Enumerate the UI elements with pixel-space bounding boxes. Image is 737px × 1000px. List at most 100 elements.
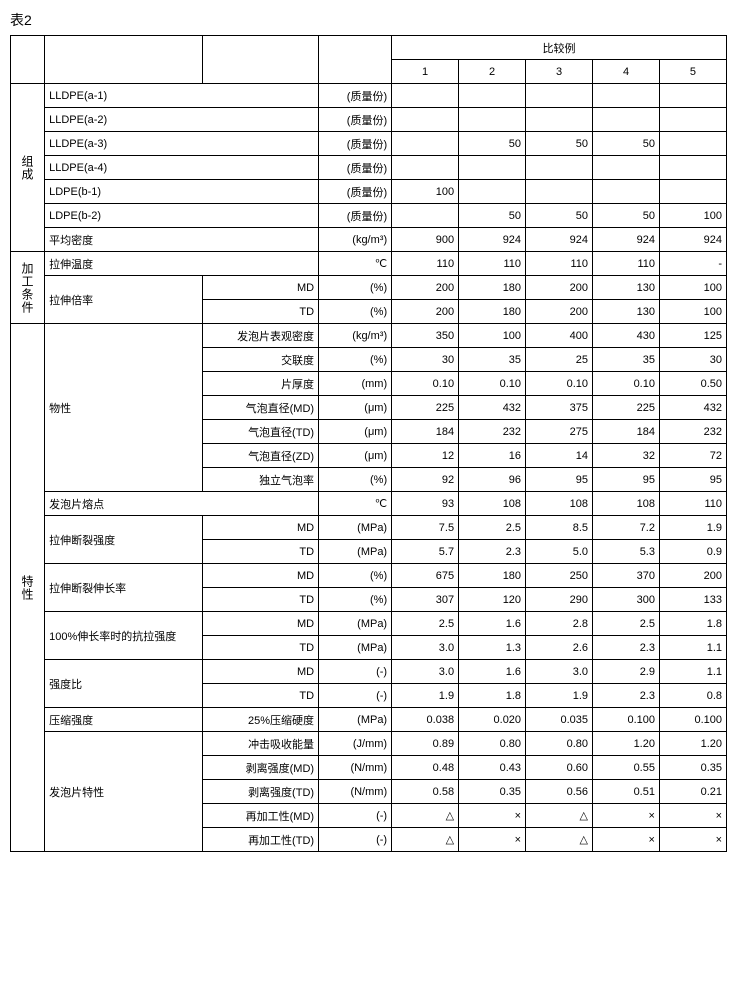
cell: 12 <box>392 444 459 468</box>
cell: × <box>659 804 726 828</box>
section-properties: 特性 <box>11 324 45 852</box>
cell: 0.100 <box>659 708 726 732</box>
cell: 110 <box>659 492 726 516</box>
cell: 1.9 <box>659 516 726 540</box>
row-sub: 片厚度 <box>203 372 319 396</box>
cell <box>593 156 660 180</box>
cell: 232 <box>659 420 726 444</box>
row-unit: (质量份) <box>319 156 392 180</box>
cell: 0.35 <box>659 756 726 780</box>
cell: 50 <box>593 132 660 156</box>
row-unit: (%) <box>319 300 392 324</box>
row-unit: (MPa) <box>319 636 392 660</box>
row-unit: (质量份) <box>319 84 392 108</box>
cell: 0.48 <box>392 756 459 780</box>
row-label: LLDPE(a-2) <box>45 108 319 132</box>
cell: △ <box>392 828 459 852</box>
cell: 200 <box>392 276 459 300</box>
cell: × <box>659 828 726 852</box>
cell: 25 <box>526 348 593 372</box>
row-unit: (-) <box>319 804 392 828</box>
cell <box>659 108 726 132</box>
cell: 0.35 <box>459 780 526 804</box>
row-sub: TD <box>203 636 319 660</box>
cell: 0.038 <box>392 708 459 732</box>
cell: 924 <box>459 228 526 252</box>
cell: 924 <box>593 228 660 252</box>
cell: 2.9 <box>593 660 660 684</box>
cell <box>526 84 593 108</box>
cell: 108 <box>593 492 660 516</box>
cell: 0.035 <box>526 708 593 732</box>
cell: 130 <box>593 276 660 300</box>
cell <box>659 84 726 108</box>
cell: 0.10 <box>392 372 459 396</box>
cell: 0.10 <box>593 372 660 396</box>
cell <box>459 108 526 132</box>
header-col: 5 <box>659 60 726 84</box>
section-composition: 组成 <box>11 84 45 252</box>
cell <box>659 132 726 156</box>
cell: 95 <box>526 468 593 492</box>
cell: 0.51 <box>593 780 660 804</box>
cell: 7.5 <box>392 516 459 540</box>
row-sub: TD <box>203 540 319 564</box>
cell <box>526 180 593 204</box>
data-table: 比较例12345组成LLDPE(a-1)(质量份)LLDPE(a-2)(质量份)… <box>10 35 727 852</box>
row-sub: 再加工性(MD) <box>203 804 319 828</box>
cell: 1.6 <box>459 660 526 684</box>
cell: 3.0 <box>526 660 593 684</box>
cell: 200 <box>392 300 459 324</box>
cell: 184 <box>392 420 459 444</box>
cell: 96 <box>459 468 526 492</box>
row-sub: 独立气泡率 <box>203 468 319 492</box>
cell: 0.9 <box>659 540 726 564</box>
row-label: 发泡片熔点 <box>45 492 319 516</box>
row-sub: TD <box>203 300 319 324</box>
row-label: LLDPE(a-1) <box>45 84 319 108</box>
row-unit: (μm) <box>319 396 392 420</box>
row-label: 发泡片特性 <box>45 732 203 852</box>
cell: 1.8 <box>659 612 726 636</box>
row-unit: (-) <box>319 684 392 708</box>
cell: 50 <box>526 132 593 156</box>
cell: 290 <box>526 588 593 612</box>
cell: 95 <box>593 468 660 492</box>
cell: 50 <box>593 204 660 228</box>
cell: × <box>593 804 660 828</box>
cell: 675 <box>392 564 459 588</box>
cell: 400 <box>526 324 593 348</box>
cell: 5.0 <box>526 540 593 564</box>
cell: 130 <box>593 300 660 324</box>
row-unit: (J/mm) <box>319 732 392 756</box>
cell: 200 <box>526 300 593 324</box>
row-sub: 发泡片表观密度 <box>203 324 319 348</box>
cell: 1.1 <box>659 660 726 684</box>
cell <box>526 156 593 180</box>
cell: 14 <box>526 444 593 468</box>
row-label: 拉伸断裂强度 <box>45 516 203 564</box>
row-unit: (kg/m³) <box>319 324 392 348</box>
cell: 900 <box>392 228 459 252</box>
row-unit: (MPa) <box>319 612 392 636</box>
cell: 2.3 <box>593 636 660 660</box>
row-unit: (MPa) <box>319 516 392 540</box>
row-unit: (%) <box>319 276 392 300</box>
cell: 0.89 <box>392 732 459 756</box>
cell: 125 <box>659 324 726 348</box>
cell: 2.5 <box>392 612 459 636</box>
cell: 0.8 <box>659 684 726 708</box>
row-sub: MD <box>203 564 319 588</box>
cell: 2.5 <box>459 516 526 540</box>
row-unit: (-) <box>319 828 392 852</box>
cell: 375 <box>526 396 593 420</box>
cell: 0.58 <box>392 780 459 804</box>
cell: 2.6 <box>526 636 593 660</box>
cell: 1.20 <box>659 732 726 756</box>
cell <box>593 180 660 204</box>
row-unit: (kg/m³) <box>319 228 392 252</box>
cell: 2.5 <box>593 612 660 636</box>
cell: 50 <box>459 132 526 156</box>
row-unit: (%) <box>319 564 392 588</box>
row-label: 拉伸温度 <box>45 252 319 276</box>
